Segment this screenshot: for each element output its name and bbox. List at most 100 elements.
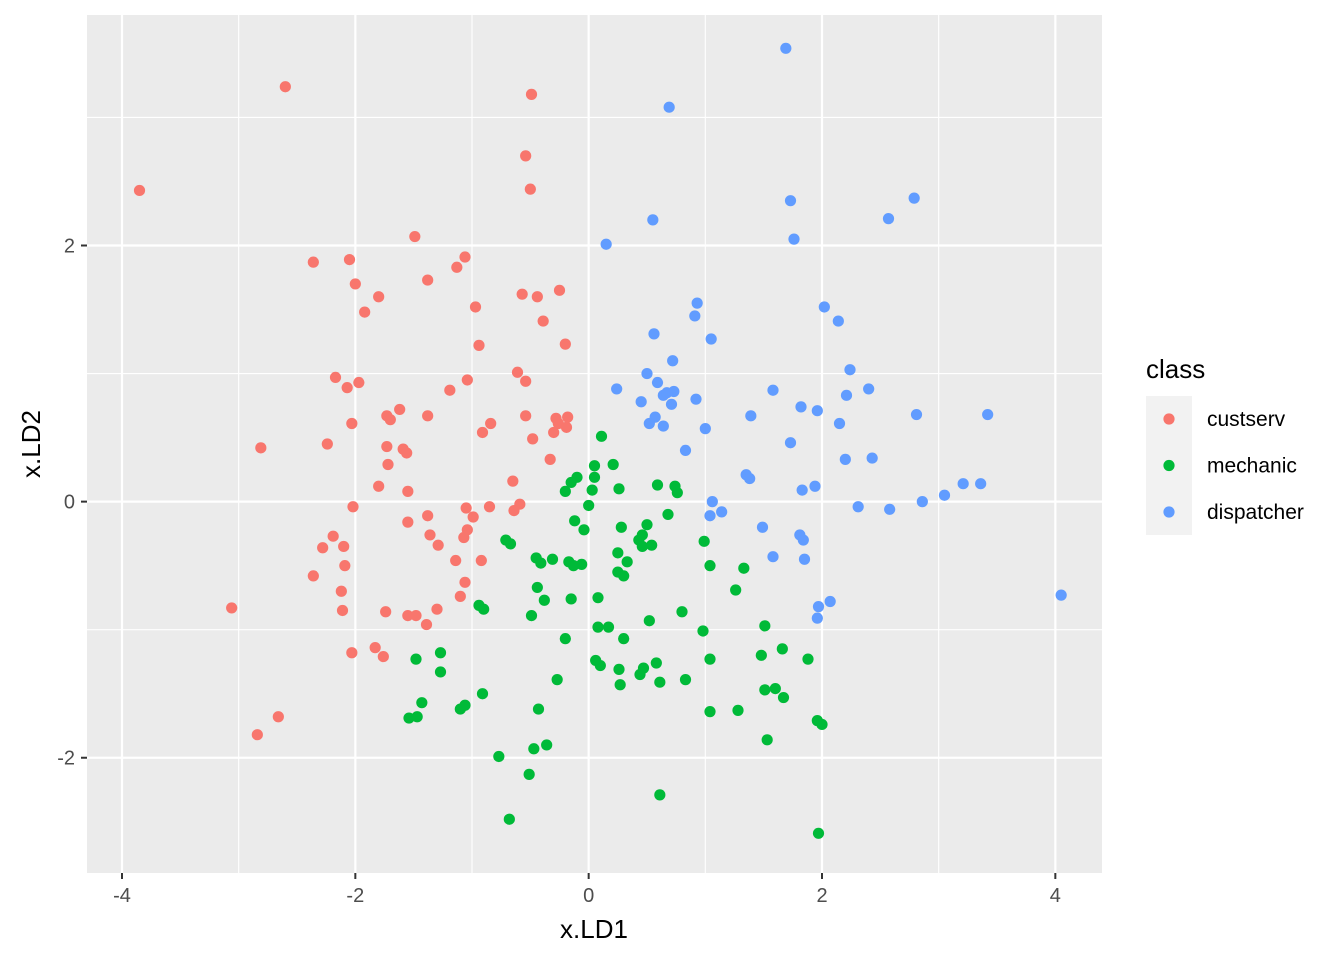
point-custserv <box>422 510 434 522</box>
point-custserv <box>531 291 543 303</box>
point-mechanic <box>592 621 604 633</box>
legend-label-custserv: custserv <box>1207 408 1286 431</box>
point-dispatcher <box>651 376 664 389</box>
point-mechanic <box>594 659 606 672</box>
point-custserv <box>346 417 358 430</box>
point-mechanic <box>761 734 773 746</box>
major-gridlines <box>87 15 1102 873</box>
point-custserv <box>473 339 485 351</box>
point-custserv <box>537 315 549 327</box>
point-dispatcher <box>795 401 807 413</box>
point-dispatcher <box>840 389 853 401</box>
point-custserv <box>483 501 496 513</box>
point-custserv <box>520 375 532 387</box>
point-mechanic <box>411 711 423 723</box>
point-mechanic <box>730 584 742 596</box>
point-custserv <box>562 411 574 423</box>
point-custserv <box>461 374 473 386</box>
point-custserv <box>251 729 263 741</box>
point-dispatcher <box>796 484 808 496</box>
point-mechanic <box>503 813 515 825</box>
point-dispatcher <box>699 423 711 435</box>
point-mechanic <box>504 538 517 550</box>
point-mechanic <box>576 558 588 570</box>
point-dispatcher <box>839 453 851 465</box>
point-dispatcher <box>811 612 823 624</box>
point-mechanic <box>662 508 674 521</box>
legend-key-dispatcher <box>1163 506 1175 518</box>
point-dispatcher <box>916 496 928 508</box>
point-custserv <box>424 529 436 541</box>
point-custserv <box>343 253 356 266</box>
point-custserv <box>402 485 414 497</box>
point-dispatcher <box>784 195 797 207</box>
point-mechanic <box>410 653 422 665</box>
point-dispatcher <box>844 364 856 376</box>
point-dispatcher <box>788 233 800 245</box>
y-tick-label: 2 <box>64 236 75 258</box>
point-mechanic <box>777 691 790 704</box>
point-mechanic <box>776 643 788 655</box>
point-custserv <box>381 440 393 453</box>
point-mechanic <box>592 592 604 604</box>
point-custserv <box>133 184 146 197</box>
legend-label-mechanic: mechanic <box>1207 455 1297 478</box>
point-mechanic <box>704 560 716 572</box>
point-custserv <box>279 81 291 93</box>
point-mechanic <box>528 743 540 755</box>
point-custserv <box>349 278 361 290</box>
point-custserv <box>369 642 381 654</box>
point-custserv <box>520 150 532 162</box>
point-mechanic <box>643 615 655 627</box>
point-dispatcher <box>689 310 701 322</box>
point-custserv <box>454 590 466 602</box>
point-dispatcher <box>767 384 779 396</box>
point-mechanic <box>641 519 653 531</box>
point-mechanic <box>697 625 709 637</box>
point-dispatcher <box>706 496 718 508</box>
point-dispatcher <box>611 383 623 395</box>
point-dispatcher <box>957 478 969 490</box>
point-mechanic <box>595 430 608 442</box>
point-dispatcher <box>744 472 756 485</box>
x-tick-label: -2 <box>346 885 364 907</box>
point-custserv <box>431 603 443 615</box>
point-custserv <box>544 453 556 465</box>
point-mechanic <box>676 606 688 618</box>
point-custserv <box>401 447 413 459</box>
point-dispatcher <box>679 444 692 457</box>
point-mechanic <box>613 663 625 675</box>
x-tick-label: -4 <box>113 885 131 907</box>
point-custserv <box>420 618 433 631</box>
point-mechanic <box>583 499 595 512</box>
y-axis-ticks: -2 0 2 <box>57 236 87 770</box>
point-mechanic <box>698 535 710 547</box>
point-dispatcher <box>716 506 728 518</box>
point-custserv <box>255 442 267 454</box>
point-mechanic <box>559 633 571 645</box>
point-custserv <box>341 382 353 394</box>
point-dispatcher <box>665 398 678 410</box>
point-mechanic <box>538 594 550 606</box>
point-mechanic <box>732 704 744 716</box>
point-dispatcher <box>767 551 779 563</box>
point-mechanic <box>634 668 646 681</box>
point-mechanic <box>769 682 781 695</box>
x-tick-label: 0 <box>583 885 594 907</box>
point-mechanic <box>565 476 577 489</box>
x-axis-title: x.LD1 <box>560 914 628 944</box>
point-mechanic <box>532 703 545 715</box>
point-custserv <box>422 410 434 422</box>
point-dispatcher <box>884 503 896 515</box>
point-mechanic <box>612 547 624 559</box>
point-mechanic <box>607 458 619 471</box>
point-mechanic <box>679 674 692 686</box>
point-mechanic <box>704 706 716 718</box>
point-custserv <box>476 426 489 439</box>
point-custserv <box>507 475 519 487</box>
point-mechanic <box>759 620 771 632</box>
legend-items: custserv mechanic dispatcher <box>1163 408 1304 524</box>
y-axis-title: x.LD2 <box>16 410 46 478</box>
point-dispatcher <box>882 213 895 225</box>
point-mechanic <box>738 562 750 574</box>
